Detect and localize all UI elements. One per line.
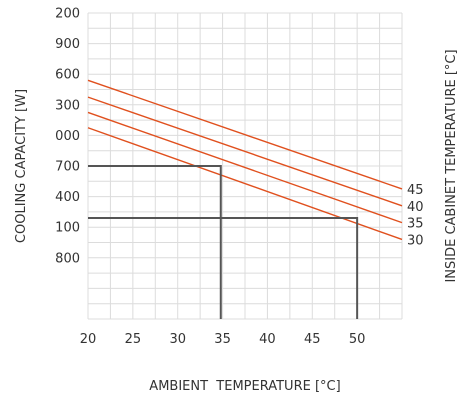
series-line: [87, 79, 403, 190]
grid: [87, 12, 403, 320]
y-tick-label: 600: [55, 68, 80, 83]
y-tick-label: 000: [55, 129, 80, 144]
series-line: [87, 127, 403, 241]
x-tick-label: 30: [169, 332, 186, 347]
x-axis-ticks: 20 25 30 35 40 45 50: [80, 332, 366, 347]
x-axis-title: AMBIENT TEMPERATURE [°C]: [149, 379, 340, 394]
y-axis-ticks: 200 900 600 300 000 700 400 100 800: [55, 7, 80, 267]
reference-lines: [88, 165, 359, 319]
y2-axis-title: INSIDE CABINET TEMPERATURE [°C]: [444, 49, 459, 282]
x-tick-label: 25: [125, 332, 142, 347]
series-line: [87, 96, 403, 207]
reference-line: [88, 217, 359, 319]
y-tick-label: 800: [55, 251, 80, 266]
y-axis-title: COOLING CAPACITY [W]: [14, 89, 29, 243]
x-tick-label: 35: [214, 332, 231, 347]
series-label: 35: [407, 217, 424, 232]
series-label: 45: [407, 183, 424, 198]
series-label: 30: [407, 233, 424, 248]
series-line: [87, 111, 403, 224]
y-tick-label: 900: [55, 37, 80, 52]
y-tick-label: 100: [55, 221, 80, 236]
series-label: 40: [407, 200, 424, 215]
x-tick-label: 40: [259, 332, 276, 347]
y-tick-label: 700: [55, 160, 80, 175]
reference-line: [88, 165, 222, 319]
y-tick-label: 400: [55, 190, 80, 205]
series-lines: [87, 79, 403, 241]
y-tick-label: 300: [55, 98, 80, 113]
x-tick-label: 45: [304, 332, 321, 347]
x-tick-label: 50: [349, 332, 366, 347]
x-tick-label: 20: [80, 332, 97, 347]
y-tick-label: 200: [55, 7, 80, 22]
